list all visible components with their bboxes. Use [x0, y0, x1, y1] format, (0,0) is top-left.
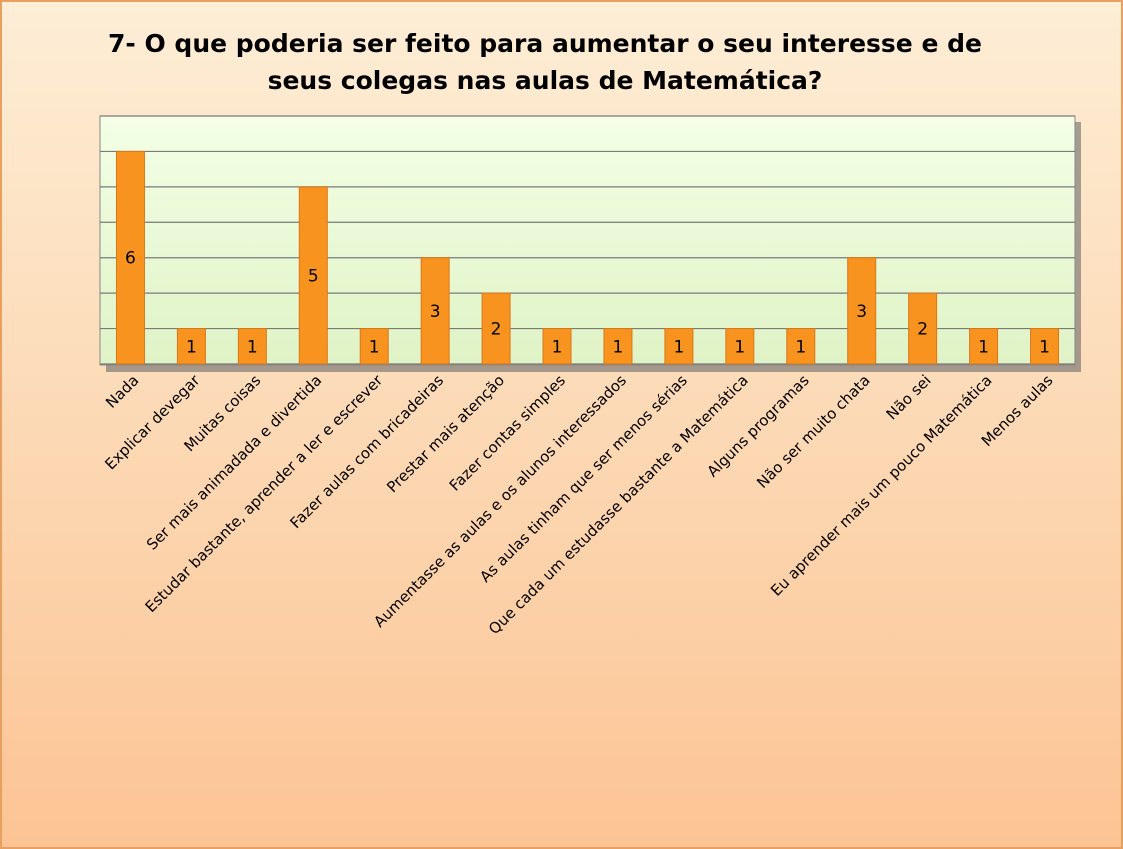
bar — [359, 328, 389, 365]
bar — [786, 328, 816, 365]
chart-title: 7- O que poderia ser feito para aumentar… — [108, 29, 982, 58]
bar — [969, 328, 999, 365]
bar — [1030, 328, 1060, 365]
data-label: 1 — [369, 337, 380, 357]
bar — [420, 257, 450, 365]
bar — [298, 186, 328, 365]
data-label: 1 — [613, 337, 624, 357]
data-label: 1 — [552, 337, 563, 357]
data-label: 1 — [247, 337, 258, 357]
bar — [725, 328, 755, 365]
bar — [176, 328, 206, 365]
data-label: 1 — [186, 337, 197, 357]
data-label: 1 — [673, 337, 684, 357]
data-label: 1 — [978, 337, 989, 357]
bar — [542, 328, 572, 365]
data-label: 3 — [856, 302, 867, 322]
data-label: 3 — [430, 302, 441, 322]
data-label: 5 — [308, 266, 319, 286]
bar — [664, 328, 694, 365]
bar — [237, 328, 267, 365]
data-label: 2 — [491, 320, 502, 340]
data-label: 1 — [734, 337, 745, 357]
bar — [481, 292, 511, 365]
data-label: 1 — [795, 337, 806, 357]
bar — [115, 150, 145, 365]
bar — [603, 328, 633, 365]
bar — [908, 292, 938, 365]
data-label: 1 — [1039, 337, 1050, 357]
data-label: 2 — [917, 320, 928, 340]
bar — [847, 257, 877, 365]
data-label: 6 — [125, 249, 136, 269]
chart-title: seus colegas nas aulas de Matemática? — [268, 66, 823, 95]
